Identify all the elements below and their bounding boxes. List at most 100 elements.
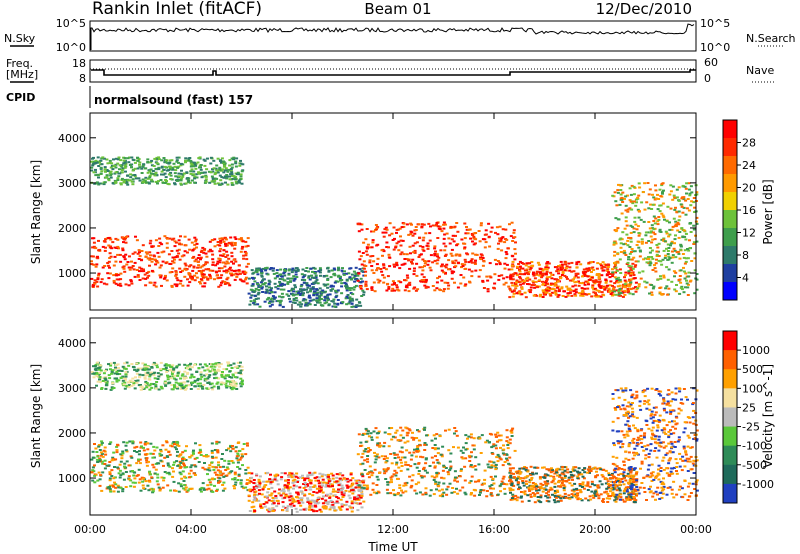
range-cell xyxy=(595,273,599,276)
range-cell xyxy=(175,159,179,162)
range-cell xyxy=(345,484,349,487)
range-cell xyxy=(360,506,364,509)
range-cell xyxy=(265,298,269,301)
range-cell xyxy=(686,198,690,200)
range-cell xyxy=(295,290,299,293)
range-cell xyxy=(319,297,322,300)
range-cell xyxy=(153,157,157,160)
range-cell xyxy=(241,448,245,451)
range-cell xyxy=(662,249,666,252)
range-cell xyxy=(568,269,572,272)
range-cell xyxy=(435,262,439,265)
range-cell xyxy=(413,232,417,235)
range-cell xyxy=(601,286,605,289)
range-cell xyxy=(312,298,316,301)
range-cell xyxy=(566,294,570,297)
range-cell xyxy=(465,226,468,228)
range-cell xyxy=(236,461,240,464)
range-cell xyxy=(433,247,437,250)
range-cell xyxy=(197,264,201,267)
range-cell xyxy=(384,226,388,229)
range-cell xyxy=(310,299,314,302)
range-cell xyxy=(648,292,651,295)
range-cell xyxy=(192,255,196,258)
range-cell xyxy=(294,269,298,272)
range-cell xyxy=(656,223,660,226)
range-cell xyxy=(230,260,234,263)
range-cell xyxy=(431,224,435,227)
range-cell xyxy=(324,284,328,287)
range-cell xyxy=(511,240,515,242)
range-cell xyxy=(175,283,179,286)
range-cell xyxy=(186,278,189,281)
range-cell xyxy=(390,481,393,484)
range-cell xyxy=(224,243,227,245)
range-cell xyxy=(319,294,323,297)
range-cell xyxy=(116,238,120,241)
range-cell xyxy=(586,275,590,278)
range-cell xyxy=(233,487,236,490)
range-cell xyxy=(446,471,450,473)
range-cell xyxy=(683,262,687,265)
range-cell xyxy=(632,231,636,234)
range-cell xyxy=(213,173,217,176)
range-cell xyxy=(162,476,166,479)
range-cell xyxy=(155,260,159,263)
range-cell xyxy=(330,472,334,475)
range-cell xyxy=(444,271,447,274)
range-cell xyxy=(150,245,154,248)
range-cell xyxy=(324,481,328,484)
range-cell xyxy=(238,449,242,452)
range-cell xyxy=(674,220,678,223)
range-cell xyxy=(303,274,307,277)
range-cell xyxy=(489,487,493,490)
range-cell xyxy=(633,277,637,280)
range-cell xyxy=(374,224,378,226)
range-cell xyxy=(205,488,209,491)
range-cell xyxy=(133,446,137,449)
range-cell xyxy=(270,486,274,489)
range-cell xyxy=(545,262,549,265)
range-cell xyxy=(263,505,267,508)
range-cell xyxy=(123,462,127,465)
range-cell xyxy=(306,475,310,478)
range-cell xyxy=(220,176,224,179)
range-cell xyxy=(113,476,117,479)
range-cell xyxy=(593,282,597,285)
range-cell xyxy=(180,255,184,258)
range-cell xyxy=(442,227,446,230)
range-cell xyxy=(237,474,241,477)
range-cell xyxy=(382,264,386,267)
range-cell xyxy=(329,285,333,288)
range-cell xyxy=(360,223,364,226)
range-cell xyxy=(293,302,297,304)
range-cell xyxy=(574,288,578,291)
range-cell xyxy=(577,260,581,263)
range-cell xyxy=(501,452,505,455)
range-cell xyxy=(527,283,531,286)
range-cell xyxy=(511,255,515,258)
range-cell xyxy=(102,157,106,160)
range-cell xyxy=(336,490,340,493)
range-cell xyxy=(572,290,576,293)
range-cell xyxy=(413,249,417,252)
range-cell xyxy=(365,228,369,230)
range-cell xyxy=(614,217,618,220)
range-cell xyxy=(214,172,218,174)
range-cell xyxy=(410,262,414,265)
range-cell xyxy=(94,447,98,450)
range-cell xyxy=(141,165,145,168)
range-cell xyxy=(672,217,676,220)
range-cell xyxy=(403,456,407,459)
range-cell xyxy=(384,231,388,234)
range-cell xyxy=(308,299,312,302)
range-cell xyxy=(153,174,157,177)
range-cell xyxy=(413,463,417,466)
range-cell xyxy=(653,267,657,270)
range-cell xyxy=(337,473,341,476)
range-cell xyxy=(410,479,414,482)
range-cell xyxy=(286,281,290,284)
range-cell xyxy=(151,490,155,493)
range-cell xyxy=(160,159,164,162)
range-cell xyxy=(196,161,200,164)
